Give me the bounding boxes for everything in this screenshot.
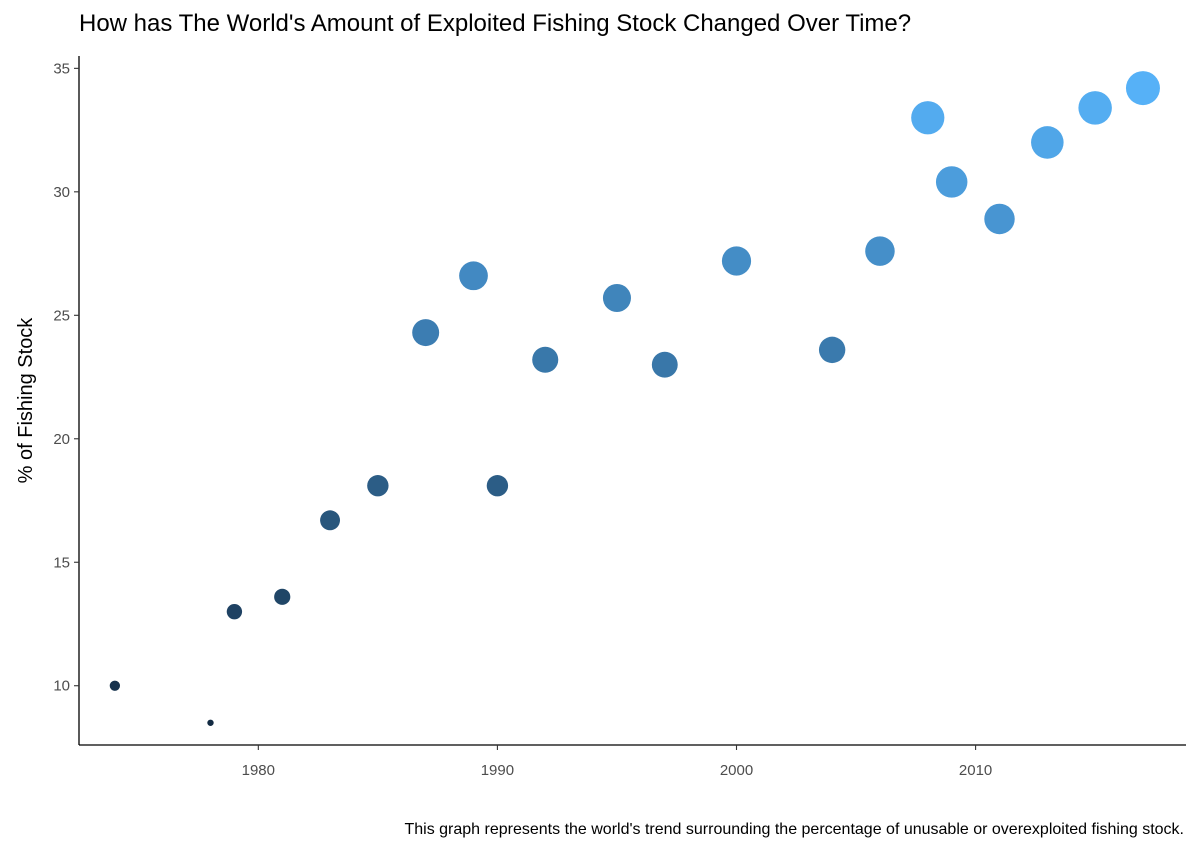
data-point (226, 603, 243, 620)
data-point (486, 475, 509, 497)
data-point (532, 346, 559, 373)
x-tick-label: 2010 (959, 762, 992, 779)
data-point (109, 680, 121, 691)
data-point (984, 203, 1015, 235)
y-axis-title: % of Fishing Stock (15, 317, 37, 484)
data-point (935, 166, 968, 198)
data-point (911, 101, 945, 135)
data-point (320, 510, 341, 531)
data-point (1078, 91, 1112, 125)
data-point (818, 336, 846, 364)
chart-caption: This graph represents the world's trend … (404, 821, 1184, 838)
y-tick-label: 30 (53, 184, 70, 201)
chart-title: How has The World's Amount of Exploited … (79, 10, 912, 37)
axes: 10 15 20 25 30 35 1980 1990 2000 2010 % of Fishing… (15, 56, 1186, 779)
y-tick-label: 25 (53, 307, 70, 324)
data-points (109, 71, 1160, 726)
y-tick-label: 10 (53, 678, 70, 695)
data-point (1125, 71, 1160, 106)
y-tick-label: 15 (53, 554, 70, 571)
x-tick-label: 1980 (242, 762, 275, 779)
data-point (459, 261, 488, 291)
x-tick-label: 2000 (720, 762, 753, 779)
data-point (865, 236, 895, 266)
y-tick-label: 35 (53, 60, 70, 77)
x-tick-label: 1990 (481, 762, 514, 779)
data-point (274, 588, 291, 605)
data-point (721, 246, 752, 276)
data-point (602, 283, 631, 313)
data-point (207, 719, 214, 726)
data-point (367, 475, 389, 497)
data-point (1031, 126, 1064, 159)
data-point (651, 351, 678, 378)
data-point (412, 319, 440, 347)
y-tick-label: 20 (53, 431, 70, 448)
